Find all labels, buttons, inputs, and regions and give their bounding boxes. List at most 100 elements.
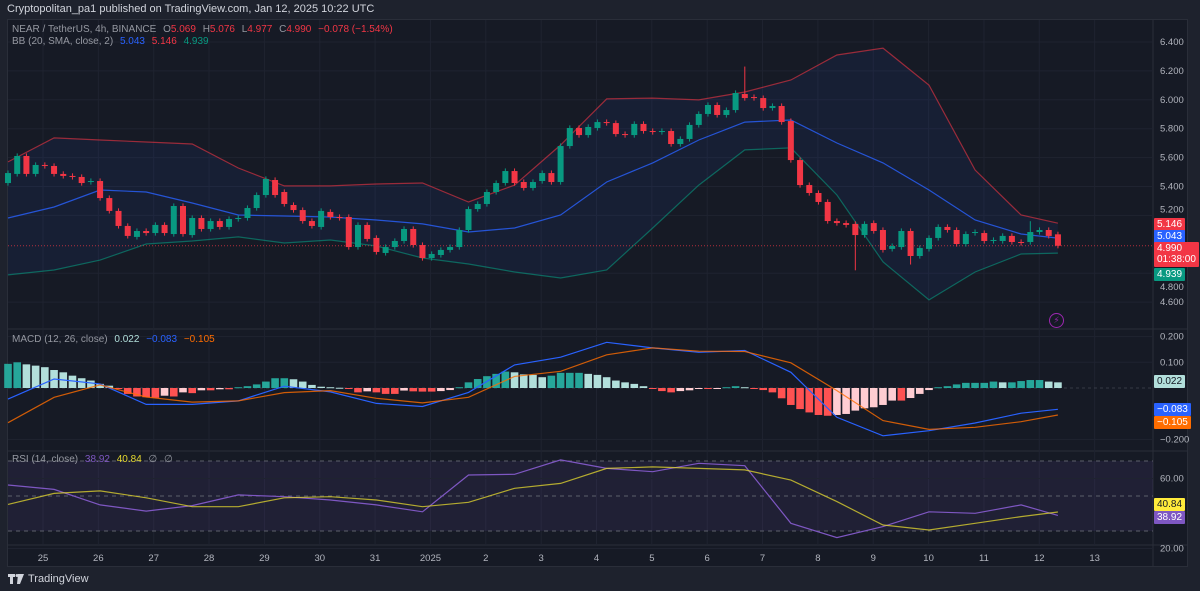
candle-body: [741, 94, 748, 99]
macd-histogram-bar: [510, 372, 519, 388]
candle-body: [576, 127, 583, 136]
candle: [972, 229, 979, 236]
bb-upper-line: [7, 47, 1059, 224]
candle-body: [1008, 235, 1015, 242]
rsi-badge: 38.92: [1154, 511, 1186, 524]
candle: [741, 66, 748, 101]
macd-histogram-bar: [225, 388, 233, 390]
macd-histogram-bar: [206, 388, 215, 391]
candle: [364, 222, 371, 242]
candle: [354, 222, 361, 250]
macd-histogram-bar: [759, 388, 768, 391]
candle-body: [23, 156, 30, 174]
candle-body: [797, 160, 804, 186]
candle-body: [833, 221, 840, 224]
candle: [686, 122, 693, 142]
candle-body: [566, 127, 573, 147]
macd-histogram-bar: [400, 388, 408, 391]
macd-histogram-bar: [96, 383, 104, 388]
candle: [419, 242, 426, 261]
macd-histogram-bar: [114, 388, 123, 390]
rsi-tick-label: 60.00: [1160, 474, 1184, 485]
candle: [704, 102, 711, 117]
last-price-badge: 4.990 01:38:00: [1154, 242, 1199, 267]
candle-body: [870, 223, 877, 232]
signal-line: [7, 347, 1059, 431]
lightning-icon[interactable]: ⚡: [1049, 313, 1064, 328]
date-tick-label: 10: [923, 553, 934, 564]
candle-body: [889, 246, 896, 249]
candle-body: [1036, 229, 1043, 233]
rsi-label[interactable]: RSI (14, close): [12, 454, 79, 465]
candle: [382, 244, 389, 256]
price-tick-label: 5.800: [1160, 124, 1184, 135]
candle: [23, 153, 30, 177]
macd-histogram-bar: [409, 388, 418, 392]
date-tick-label: 25: [38, 553, 49, 564]
candle: [235, 215, 242, 222]
candle-body: [1054, 234, 1061, 246]
candle-body: [520, 182, 527, 188]
rsi-ma-value: 40.84: [116, 454, 142, 465]
candle-body: [382, 247, 389, 253]
macd-histogram-bar: [1035, 380, 1044, 388]
candle-body: [207, 221, 214, 229]
candle-body: [695, 113, 702, 125]
candle-body: [907, 231, 914, 257]
chart-frame[interactable]: [7, 19, 1188, 567]
candle: [1036, 227, 1043, 235]
candle: [345, 214, 352, 250]
candle-body: [253, 195, 260, 209]
candle: [926, 235, 932, 252]
macd-histogram-bar: [391, 388, 399, 394]
candle: [981, 230, 988, 244]
macd-histogram-bar: [464, 382, 473, 388]
candle: [327, 209, 334, 220]
price-tick-label: 5.600: [1160, 153, 1184, 164]
macd-histogram-bar: [731, 386, 740, 388]
candle-body: [714, 105, 721, 115]
macd-histogram-bar: [335, 387, 344, 389]
macd-label[interactable]: MACD (12, 26, close): [12, 334, 108, 345]
macd-histogram-bar: [879, 388, 887, 405]
macd-histogram-bar: [455, 387, 464, 389]
candle: [907, 228, 914, 265]
candle: [465, 206, 472, 233]
candle: [1027, 221, 1034, 245]
macd-histogram-bar: [888, 388, 896, 401]
macd-histogram-bar: [142, 388, 150, 398]
candle-body: [428, 253, 435, 259]
macd-histogram-bar: [943, 386, 952, 388]
macd-histogram-bar: [372, 388, 381, 393]
macd-tick-label: −0.200: [1160, 434, 1189, 445]
candle-body: [483, 191, 490, 204]
candle: [852, 221, 859, 271]
candle: [401, 226, 408, 244]
macd-histogram-bar: [750, 388, 758, 389]
symbol-label[interactable]: NEAR / TetherUS, 4h, BINANCE: [12, 24, 157, 35]
low-value: 4.977: [247, 24, 273, 35]
candle-body: [78, 176, 85, 184]
candle: [179, 203, 186, 237]
change-value: −0.078 (−1.54%): [318, 24, 393, 35]
candle: [5, 170, 11, 186]
macd-histogram-bar: [962, 382, 970, 388]
candle: [529, 179, 536, 191]
high-value: 5.076: [209, 24, 235, 35]
candle-body: [410, 228, 417, 246]
macd-histogram-bar: [243, 386, 252, 388]
macd-histogram-bar: [437, 388, 445, 392]
candle-body: [290, 204, 297, 211]
macd-histogram-bar: [722, 387, 731, 389]
candle-body: [391, 240, 398, 248]
candle: [668, 128, 675, 147]
macd-histogram-bar: [151, 388, 160, 398]
bb-label[interactable]: BB (20, SMA, close, 2): [12, 36, 114, 47]
candle-body: [336, 216, 343, 219]
candle: [87, 178, 94, 185]
candle: [815, 190, 822, 205]
price-tick-label: 4.800: [1160, 282, 1184, 293]
candle-body: [622, 134, 629, 136]
candle-body: [972, 232, 979, 234]
